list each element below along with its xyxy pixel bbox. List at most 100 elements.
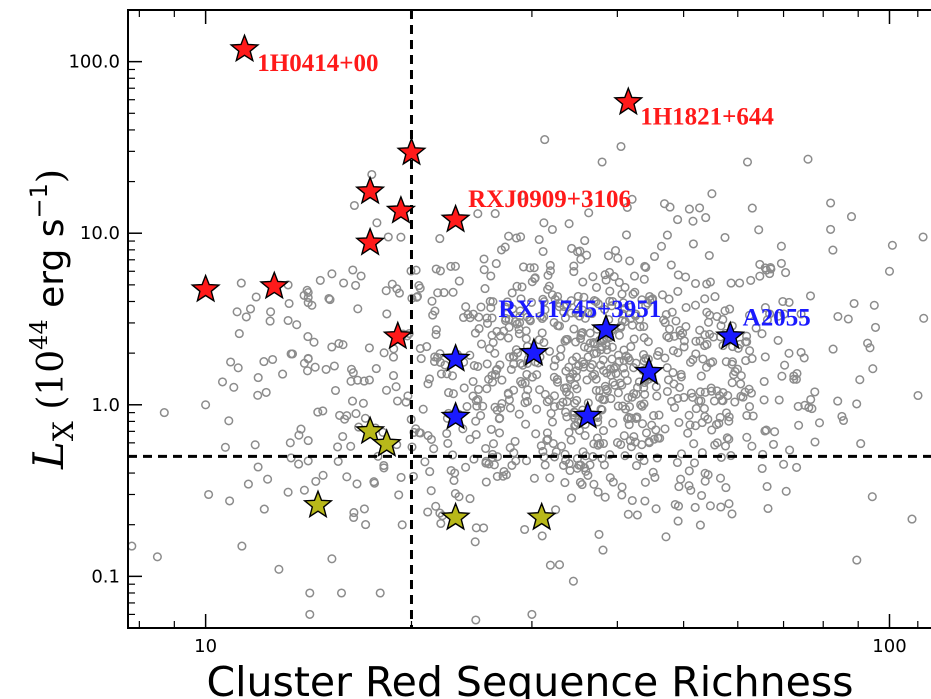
y-axis-label-part: X xyxy=(47,421,80,441)
background-point xyxy=(554,560,565,570)
background-point xyxy=(671,316,681,326)
background-point xyxy=(577,480,587,490)
background-point xyxy=(253,462,263,472)
background-point xyxy=(564,427,574,437)
background-point xyxy=(579,463,590,473)
background-point xyxy=(785,445,795,455)
background-point xyxy=(420,457,430,467)
background-point xyxy=(629,432,639,442)
background-point xyxy=(776,258,786,268)
background-point xyxy=(649,411,659,421)
background-point xyxy=(810,387,820,397)
background-point xyxy=(560,449,570,459)
background-point xyxy=(589,439,599,449)
background-point xyxy=(583,343,593,353)
background-point xyxy=(721,483,731,493)
background-point xyxy=(837,411,847,421)
background-point xyxy=(887,240,897,250)
background-point xyxy=(302,366,313,376)
background-point xyxy=(520,398,530,408)
background-point xyxy=(843,314,853,324)
background-point xyxy=(768,439,779,449)
background-point xyxy=(726,278,736,288)
background-point xyxy=(673,286,683,296)
background-point xyxy=(572,384,582,394)
background-point xyxy=(471,615,481,625)
background-point xyxy=(544,346,555,356)
background-point xyxy=(495,413,505,423)
background-point xyxy=(652,391,662,401)
background-point xyxy=(556,441,567,451)
background-point xyxy=(712,386,722,396)
background-point xyxy=(318,406,328,416)
background-point xyxy=(566,493,577,503)
background-point xyxy=(152,552,162,562)
y-tick-label: 0.1 xyxy=(91,566,120,587)
background-point xyxy=(613,253,623,263)
background-point xyxy=(688,392,698,402)
background-point xyxy=(394,490,404,500)
background-point xyxy=(496,245,507,255)
background-point xyxy=(575,477,585,487)
background-point xyxy=(561,366,571,376)
background-point xyxy=(608,418,618,428)
background-point xyxy=(379,463,389,473)
background-point xyxy=(704,250,714,261)
background-point xyxy=(499,466,509,477)
background-point xyxy=(330,385,341,396)
background-point xyxy=(532,370,542,380)
background-point xyxy=(545,260,555,270)
background-point xyxy=(735,278,745,288)
background-point xyxy=(392,396,403,406)
yellow-star-marker xyxy=(302,489,334,519)
background-point xyxy=(729,370,739,380)
background-point xyxy=(544,395,554,405)
background-point xyxy=(702,339,712,349)
background-point xyxy=(603,251,614,261)
background-point xyxy=(339,278,349,288)
background-point xyxy=(580,236,590,246)
background-point xyxy=(600,381,610,391)
background-point xyxy=(508,351,518,361)
background-point xyxy=(589,369,600,379)
background-point xyxy=(781,486,791,496)
background-point xyxy=(303,332,313,342)
background-point xyxy=(644,438,654,448)
background-point xyxy=(392,284,402,294)
background-point xyxy=(595,439,605,449)
background-point xyxy=(516,294,526,304)
background-point xyxy=(560,478,570,488)
background-point xyxy=(511,233,521,243)
background-point xyxy=(613,388,623,398)
background-point xyxy=(329,361,339,371)
background-point xyxy=(532,404,542,414)
background-point xyxy=(436,369,446,379)
background-point xyxy=(433,288,443,298)
background-point xyxy=(224,416,234,426)
background-point xyxy=(624,402,635,412)
background-point xyxy=(807,404,817,414)
background-point xyxy=(479,265,489,275)
blue-star-marker xyxy=(440,342,471,372)
background-point xyxy=(571,366,582,376)
background-point xyxy=(549,402,560,412)
background-point xyxy=(777,371,787,381)
blue-star-marker xyxy=(715,320,746,350)
background-point xyxy=(626,442,636,452)
background-point xyxy=(526,297,537,307)
background-point xyxy=(454,276,464,286)
background-point xyxy=(600,270,610,280)
background-point xyxy=(375,588,385,598)
background-point xyxy=(559,307,569,317)
background-point xyxy=(727,509,737,519)
background-point xyxy=(488,439,499,449)
background-point xyxy=(691,336,701,346)
background-point xyxy=(673,348,683,358)
background-point xyxy=(561,407,571,417)
background-point xyxy=(265,316,275,326)
background-point xyxy=(629,334,639,344)
background-point xyxy=(792,368,802,379)
background-point xyxy=(662,230,672,240)
background-point xyxy=(589,479,599,489)
background-point xyxy=(233,363,243,373)
